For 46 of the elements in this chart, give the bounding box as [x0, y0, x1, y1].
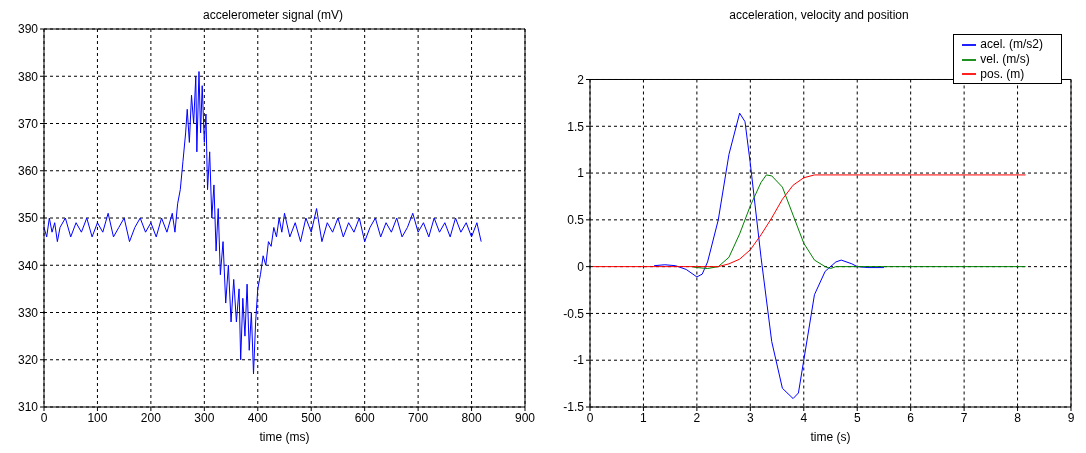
- x-tick-label: 1: [640, 410, 648, 425]
- y-tick-label: 340: [17, 258, 39, 273]
- x-tick-label: 5: [853, 410, 861, 425]
- y-tick-label: -0.5: [563, 306, 585, 321]
- x-tick-label: 3: [746, 410, 754, 425]
- x-tick-label: 800: [461, 410, 482, 425]
- y-tick-label: 310: [17, 400, 39, 415]
- line-series: [592, 174, 1027, 268]
- line-series: [691, 174, 1027, 270]
- x-tick-label: 400: [247, 410, 269, 425]
- y-tick-label: 1.5: [567, 119, 585, 134]
- legend-label: vel. (m/s): [980, 51, 1030, 66]
- y-tick-label: 330: [17, 305, 39, 320]
- line-series: [653, 112, 885, 400]
- x-tick-label: 9: [1067, 410, 1075, 425]
- y-tick-label: 1: [577, 166, 585, 181]
- y-tick-label: 350: [17, 211, 39, 226]
- x-tick-label: 700: [408, 410, 429, 425]
- x-tick-label: 6: [907, 410, 915, 425]
- y-tick-label: 380: [17, 69, 39, 84]
- y-tick-label: 0.5: [567, 213, 585, 228]
- y-tick-label: -1.5: [563, 400, 585, 415]
- x-tick-label: 200: [140, 410, 162, 425]
- x-tick-label: 600: [354, 410, 375, 425]
- x-tick-label: 900: [514, 410, 536, 425]
- x-tick-label: 4: [800, 410, 808, 425]
- chart-title: accelerometer signal (mV): [201, 8, 344, 24]
- y-tick-label: 390: [17, 22, 39, 37]
- x-axis-title: time (ms): [259, 430, 310, 444]
- line-series: [44, 71, 482, 375]
- legend-label: pos. (m): [980, 66, 1025, 81]
- legend-label: acel. (m/s2): [980, 37, 1043, 51]
- y-tick-label: 2: [577, 72, 585, 87]
- x-tick-label: 300: [194, 410, 215, 425]
- x-tick-label: 500: [301, 410, 322, 425]
- y-tick-label: 0: [577, 259, 585, 274]
- x-tick-label: 8: [1014, 410, 1022, 425]
- x-axis-title: time (s): [810, 430, 851, 444]
- x-tick-label: 7: [960, 410, 968, 425]
- y-tick-label: 370: [17, 116, 39, 131]
- chart-title: acceleration, velocity and position: [728, 8, 910, 24]
- y-tick-label: -1: [573, 353, 585, 368]
- y-tick-label: 360: [17, 164, 39, 179]
- x-tick-label: 2: [693, 410, 701, 425]
- y-tick-label: 320: [17, 353, 39, 368]
- x-tick-label: 100: [87, 410, 108, 425]
